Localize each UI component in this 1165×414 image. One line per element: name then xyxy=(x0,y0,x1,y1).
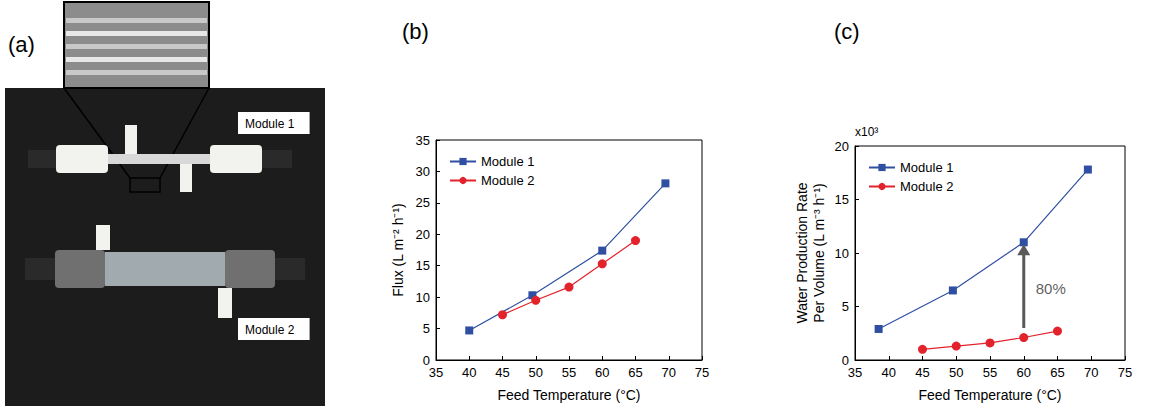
svg-text:5: 5 xyxy=(842,299,849,314)
svg-text:x10³: x10³ xyxy=(855,125,878,139)
svg-text:55: 55 xyxy=(983,365,997,380)
svg-text:Water Production Rate: Water Production Rate xyxy=(794,182,810,323)
svg-text:Module 1: Module 1 xyxy=(245,117,295,131)
svg-text:60: 60 xyxy=(1017,365,1031,380)
svg-text:Module 1: Module 1 xyxy=(900,160,953,175)
svg-text:35: 35 xyxy=(429,365,443,380)
svg-text:40: 40 xyxy=(882,365,896,380)
svg-text:(a): (a) xyxy=(8,32,35,57)
svg-text:Module 1: Module 1 xyxy=(481,154,534,169)
svg-text:70: 70 xyxy=(1084,365,1098,380)
svg-text:20: 20 xyxy=(416,227,430,242)
svg-text:35: 35 xyxy=(416,133,430,148)
svg-text:Module 2: Module 2 xyxy=(900,179,953,194)
svg-text:15: 15 xyxy=(835,192,849,207)
svg-text:0: 0 xyxy=(841,352,849,368)
svg-text:0: 0 xyxy=(422,352,430,368)
svg-text:Feed Temperature (°C): Feed Temperature (°C) xyxy=(497,387,640,403)
svg-text:Module 2: Module 2 xyxy=(245,323,295,337)
svg-text:55: 55 xyxy=(562,365,576,380)
svg-text:50: 50 xyxy=(529,365,543,380)
svg-text:70: 70 xyxy=(662,365,676,380)
svg-text:50: 50 xyxy=(949,365,963,380)
svg-text:65: 65 xyxy=(628,365,642,380)
svg-text:80%: 80% xyxy=(1036,280,1066,297)
svg-text:60: 60 xyxy=(595,365,609,380)
svg-text:65: 65 xyxy=(1050,365,1064,380)
svg-text:20: 20 xyxy=(835,139,849,154)
svg-text:(b): (b) xyxy=(402,19,429,44)
svg-text:(c): (c) xyxy=(834,19,860,44)
svg-text:10: 10 xyxy=(835,246,849,261)
svg-text:35: 35 xyxy=(848,365,862,380)
svg-text:75: 75 xyxy=(695,365,709,380)
svg-text:40: 40 xyxy=(462,365,476,380)
svg-text:Feed Temperature (°C): Feed Temperature (°C) xyxy=(918,387,1061,403)
svg-text:5: 5 xyxy=(423,321,430,336)
svg-text:75: 75 xyxy=(1118,365,1132,380)
svg-text:Flux (L m⁻² h⁻¹): Flux (L m⁻² h⁻¹) xyxy=(390,203,406,296)
svg-text:Per Volume (L m⁻³ h⁻¹): Per Volume (L m⁻³ h⁻¹) xyxy=(811,183,827,322)
svg-text:15: 15 xyxy=(416,258,430,273)
svg-text:45: 45 xyxy=(915,365,929,380)
svg-text:10: 10 xyxy=(416,290,430,305)
svg-text:25: 25 xyxy=(416,195,430,210)
svg-text:30: 30 xyxy=(416,164,430,179)
svg-text:45: 45 xyxy=(495,365,509,380)
svg-text:Module 2: Module 2 xyxy=(481,173,534,188)
